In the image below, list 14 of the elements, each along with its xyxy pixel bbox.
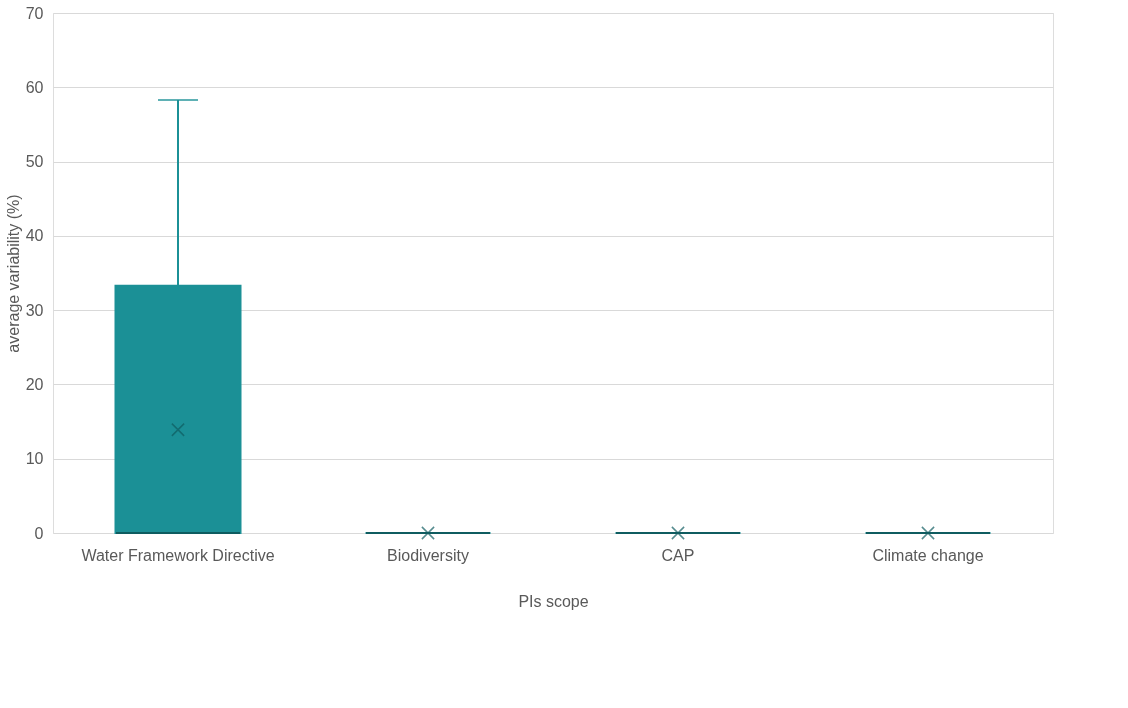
x-tick-label: Climate change [872, 546, 984, 564]
y-tick-label: 70 [25, 4, 44, 22]
x-tick-label: Biodiversity [387, 546, 469, 564]
y-tick-label: 20 [25, 375, 44, 393]
x-tick-label: Water Framework Directive [81, 546, 275, 564]
y-axis-title: average variability (%) [4, 194, 22, 353]
y-tick-label: 30 [25, 301, 44, 319]
x-axis-title: PIs scope [518, 592, 589, 610]
y-tick-label: 60 [25, 78, 44, 96]
y-tick-label: 0 [34, 524, 44, 542]
y-tick-label: 10 [25, 450, 44, 468]
y-tick-label: 50 [25, 153, 44, 171]
y-tick-label: 40 [25, 227, 44, 245]
x-tick-label: CAP [661, 546, 695, 564]
